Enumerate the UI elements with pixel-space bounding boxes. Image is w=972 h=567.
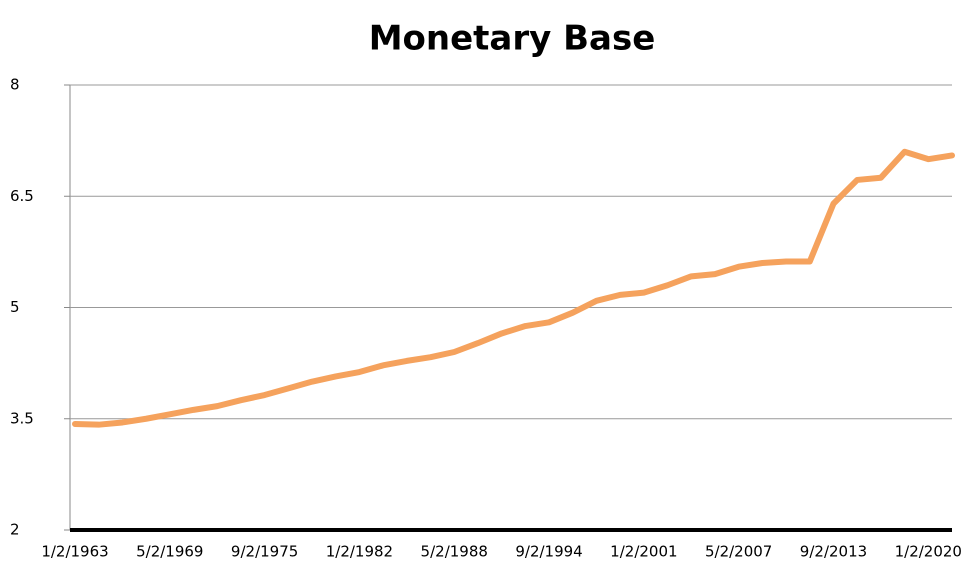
y-tick-label: 3.5 [10, 409, 34, 427]
chart-title: Monetary Base [369, 19, 656, 59]
data-line [72, 148, 955, 428]
x-tick-label: 1/2/2001 [610, 543, 677, 561]
x-tick-label: 9/2/1994 [515, 543, 582, 561]
x-tick-label: 5/2/1988 [421, 543, 488, 561]
x-tick-label: 1/2/2020 [895, 543, 962, 561]
y-tick-label: 8 [10, 76, 20, 94]
y-tick-label: 6.5 [10, 187, 34, 205]
x-tick-label: 1/2/1982 [326, 543, 393, 561]
y-tick-label: 5 [10, 298, 20, 316]
y-tick-label: 2 [10, 521, 20, 539]
x-tick-label: 1/2/1963 [41, 543, 108, 561]
x-tick-label: 9/2/2013 [800, 543, 867, 561]
x-tick-label: 9/2/1975 [231, 543, 298, 561]
x-tick-label: 5/2/2007 [705, 543, 772, 561]
x-tick-label: 5/2/1969 [136, 543, 203, 561]
